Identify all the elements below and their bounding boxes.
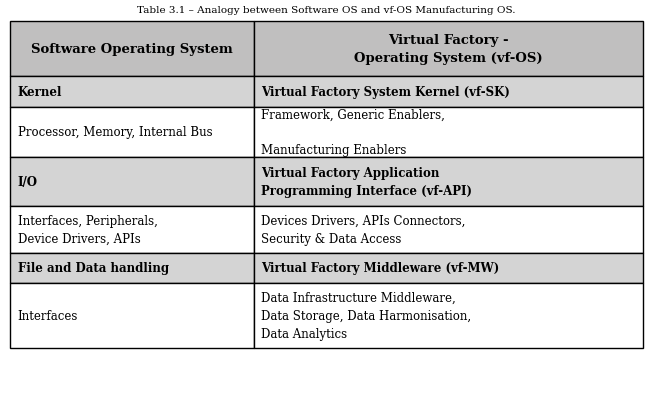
Text: Framework, Generic Enablers,

Manufacturing Enablers: Framework, Generic Enablers, Manufacturi… (261, 108, 445, 157)
Text: Table 3.1 – Analogy between Software OS and vf-OS Manufacturing OS.: Table 3.1 – Analogy between Software OS … (137, 6, 516, 15)
Bar (10, 253, 253, 284)
Bar (10, 284, 253, 348)
Text: Virtual Factory -
Operating System (vf-OS): Virtual Factory - Operating System (vf-O… (354, 34, 543, 65)
Bar (253, 107, 643, 158)
Bar (10, 22, 253, 77)
Bar (10, 107, 253, 158)
Bar (253, 158, 643, 207)
Bar (10, 207, 253, 253)
Text: Virtual Factory Middleware (vf-MW): Virtual Factory Middleware (vf-MW) (261, 262, 500, 275)
Text: Devices Drivers, APIs Connectors,
Security & Data Access: Devices Drivers, APIs Connectors, Securi… (261, 214, 466, 245)
Bar (253, 253, 643, 284)
Text: Interfaces: Interfaces (18, 309, 78, 322)
Text: Virtual Factory Application
Programming Interface (vf-API): Virtual Factory Application Programming … (261, 167, 473, 198)
Text: Virtual Factory System Kernel (vf-SK): Virtual Factory System Kernel (vf-SK) (261, 85, 511, 99)
Text: Kernel: Kernel (18, 85, 62, 99)
Text: Interfaces, Peripherals,
Device Drivers, APIs: Interfaces, Peripherals, Device Drivers,… (18, 214, 157, 245)
Text: File and Data handling: File and Data handling (18, 262, 168, 275)
Bar (10, 158, 253, 207)
Bar (253, 22, 643, 77)
Text: Data Infrastructure Middleware,
Data Storage, Data Harmonisation,
Data Analytics: Data Infrastructure Middleware, Data Sto… (261, 292, 471, 340)
Text: I/O: I/O (18, 176, 38, 189)
Text: Processor, Memory, Internal Bus: Processor, Memory, Internal Bus (18, 126, 212, 139)
Bar (253, 284, 643, 348)
Bar (253, 207, 643, 253)
Text: Software Operating System: Software Operating System (31, 43, 232, 56)
Bar (253, 77, 643, 107)
Bar (10, 77, 253, 107)
